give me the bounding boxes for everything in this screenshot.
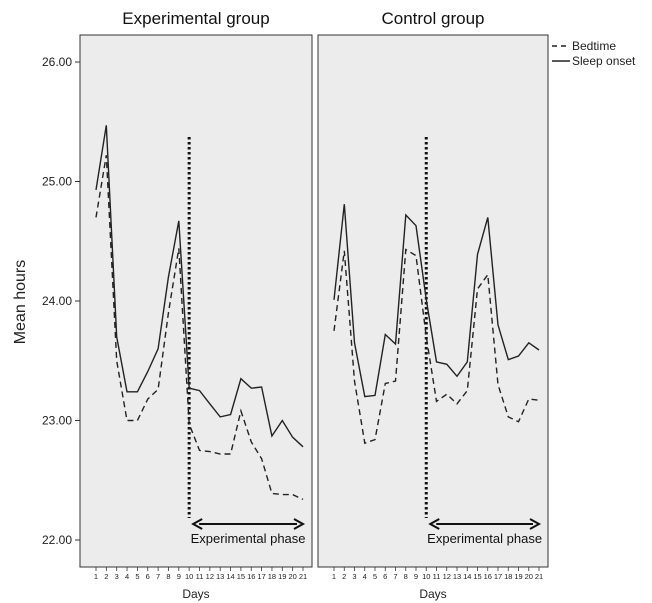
x-tick-label: 15 [237, 572, 245, 581]
x-tick-label: 13 [453, 572, 461, 581]
x-tick-label: 1 [94, 572, 98, 581]
x-tick-label: 8 [404, 572, 408, 581]
x-tick-label: 5 [373, 572, 377, 581]
x-tick-label: 10 [185, 572, 193, 581]
series-line-bedtime [333, 248, 540, 445]
y-axis: 22.00 23.00 24.00 25.00 26.00 [42, 35, 81, 567]
legend-label-sleep-onset: Sleep onset [572, 54, 636, 68]
x-axis-title: Days [419, 587, 446, 601]
x-tick-label: 10 [422, 572, 430, 581]
x-tick-label: 12 [443, 572, 451, 581]
x-tick-label: 11 [433, 572, 441, 581]
x-tick-label: 14 [463, 572, 471, 581]
x-tick-label: 14 [226, 572, 234, 581]
x-tick-label: 9 [414, 572, 418, 581]
x-tick-label: 18 [268, 572, 276, 581]
x-tick-label: 1 [332, 572, 336, 581]
x-tick-label: 6 [383, 572, 387, 581]
phase-arrow-right-head [293, 518, 306, 530]
x-tick-label: 19 [278, 572, 286, 581]
x-tick-label: 2 [342, 572, 346, 581]
x-tick-label: 13 [216, 572, 224, 581]
panel-background [317, 34, 549, 568]
phase-arrow-left-head [191, 518, 203, 530]
series-line-sleep-onset [95, 125, 304, 448]
y-tick-label: 22.00 [42, 533, 72, 547]
x-tick-label: 18 [504, 572, 512, 581]
phase-label: Experimental phase [191, 531, 306, 546]
y-tick-label: 23.00 [42, 414, 72, 428]
x-tick-label: 2 [104, 572, 108, 581]
panel-background [79, 34, 313, 568]
x-tick-label: 3 [115, 572, 119, 581]
x-tick-label: 17 [257, 572, 265, 581]
y-tick-label: 26.00 [42, 55, 72, 69]
y-tick-label: 24.00 [42, 294, 72, 308]
x-tick-label: 12 [206, 572, 214, 581]
x-tick-label: 21 [535, 572, 543, 581]
x-tick-label: 15 [473, 572, 481, 581]
x-tick-label: 4 [363, 572, 367, 581]
phase-arrow-left-head [428, 518, 440, 530]
y-axis-title: Mean hours [12, 260, 29, 345]
x-tick-label: 21 [299, 572, 307, 581]
x-tick-label: 9 [177, 572, 181, 581]
x-tick-label: 16 [247, 572, 255, 581]
x-tick-label: 7 [393, 572, 397, 581]
panel-title: Experimental group [122, 9, 269, 28]
y-tick-label: 25.00 [42, 175, 72, 189]
x-tick-label: 7 [156, 572, 160, 581]
x-tick-label: 16 [484, 572, 492, 581]
x-tick-label: 20 [525, 572, 533, 581]
x-tick-label: 3 [352, 572, 356, 581]
series-line-sleep-onset [333, 204, 540, 398]
x-axis-title: Days [182, 587, 209, 601]
x-tick-label: 5 [135, 572, 139, 581]
panel-title: Control group [381, 9, 484, 28]
phase-arrow-right-head [529, 518, 542, 530]
x-tick-label: 19 [514, 572, 522, 581]
phase-label: Experimental phase [427, 531, 542, 546]
x-tick-label: 11 [196, 572, 204, 581]
series-line-bedtime [95, 155, 304, 501]
legend-label-bedtime: Bedtime [572, 39, 616, 53]
x-tick-label: 17 [494, 572, 502, 581]
x-tick-label: 6 [146, 572, 150, 581]
x-tick-label: 20 [288, 572, 296, 581]
x-tick-label: 8 [166, 572, 170, 581]
x-tick-label: 4 [125, 572, 129, 581]
